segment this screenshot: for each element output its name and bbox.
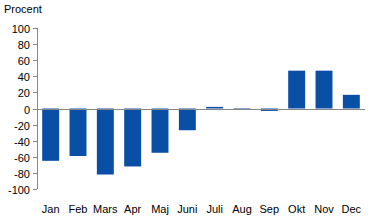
y-tick: [33, 173, 37, 174]
y-tick-label: -100: [8, 184, 30, 196]
chart-container: -100 -80 -60 -40 -20 0 20 40 60 80 100 Jan Feb Mars Ap…: [0, 0, 374, 224]
x-tick-label: Nov: [314, 203, 334, 215]
bar: [343, 95, 360, 109]
y-tick: [33, 157, 37, 158]
x-axis-line: [37, 109, 365, 110]
bar: [288, 71, 305, 109]
bar: [70, 109, 87, 156]
y-tick: [33, 189, 37, 190]
bar: [206, 107, 223, 109]
x-tick-label: Okt: [288, 203, 305, 215]
bar: [179, 109, 196, 131]
y-tick-label: 0: [24, 104, 30, 116]
y-tick: [33, 125, 37, 126]
bar: [152, 109, 169, 153]
y-tick: [33, 44, 37, 45]
y-tick-label: -20: [14, 120, 30, 132]
bar: [42, 109, 59, 161]
x-tick-label: Mars: [93, 203, 118, 215]
bar: [124, 109, 141, 167]
x-tick-label: Dec: [342, 203, 362, 215]
y-tick-label: 80: [18, 39, 30, 51]
y-tick: [33, 28, 37, 29]
y-tick-label: 100: [12, 23, 30, 35]
x-tick-label: Maj: [151, 203, 169, 215]
y-tick-label: 40: [18, 71, 30, 83]
y-tick-label: -80: [14, 168, 30, 180]
y-tick: [33, 60, 37, 61]
y-tick-label: 20: [18, 87, 30, 99]
x-tick-label: Jan: [42, 203, 60, 215]
y-axis-label: Procent: [4, 3, 42, 15]
y-tick: [33, 141, 37, 142]
y-axis-line: [37, 28, 38, 189]
y-tick: [33, 109, 37, 110]
x-tick-label: Juli: [206, 203, 223, 215]
x-tick-label: Sep: [260, 203, 280, 215]
y-tick-label: -40: [14, 136, 30, 148]
bars: [42, 71, 360, 175]
y-tick: [33, 92, 37, 93]
x-tick-label: Feb: [69, 203, 88, 215]
bar: [97, 109, 114, 175]
y-tick: [33, 76, 37, 77]
x-tick-label: Juni: [177, 203, 197, 215]
y-tick-label: 60: [18, 55, 30, 67]
bar: [316, 71, 333, 109]
x-tick-label: Apr: [124, 203, 141, 215]
y-tick-label: -60: [14, 152, 30, 164]
chart-svg: -100 -80 -60 -40 -20 0 20 40 60 80 100 Jan Feb Mars Ap…: [0, 0, 374, 224]
x-tick-label: Aug: [232, 203, 252, 215]
